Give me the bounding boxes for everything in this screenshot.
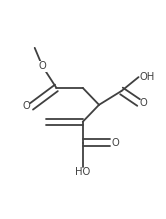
Text: OH: OH: [140, 72, 155, 82]
Text: O: O: [140, 97, 148, 108]
Text: O: O: [23, 101, 30, 111]
Text: HO: HO: [75, 167, 90, 177]
Text: O: O: [111, 138, 119, 148]
Text: O: O: [39, 61, 46, 71]
